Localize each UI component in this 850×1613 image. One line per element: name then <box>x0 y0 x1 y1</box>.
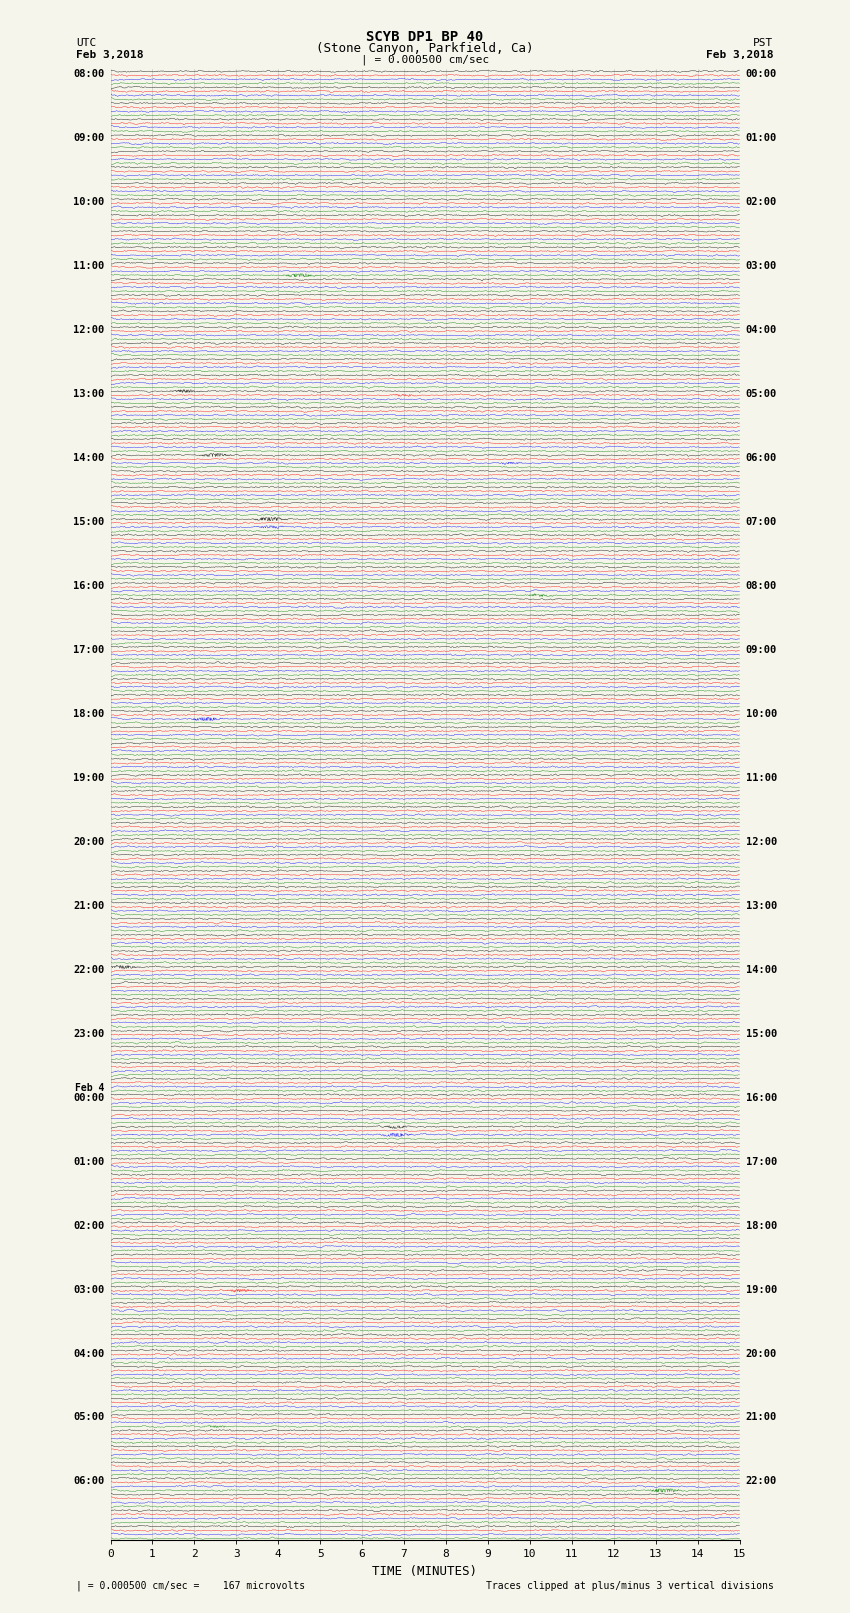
Text: 17:00: 17:00 <box>73 645 105 655</box>
Text: 11:00: 11:00 <box>745 773 777 782</box>
Text: 20:00: 20:00 <box>73 837 105 847</box>
Text: 14:00: 14:00 <box>73 453 105 463</box>
Text: 10:00: 10:00 <box>73 197 105 208</box>
Text: Traces clipped at plus/minus 3 vertical divisions: Traces clipped at plus/minus 3 vertical … <box>485 1581 774 1590</box>
Text: SCYB DP1 BP 40: SCYB DP1 BP 40 <box>366 29 484 44</box>
Text: 19:00: 19:00 <box>745 1284 777 1295</box>
Text: 00:00: 00:00 <box>745 69 777 79</box>
Text: 09:00: 09:00 <box>73 134 105 144</box>
Text: 18:00: 18:00 <box>73 710 105 719</box>
Text: 22:00: 22:00 <box>73 965 105 974</box>
Text: 07:00: 07:00 <box>745 518 777 527</box>
Text: Feb 3,2018: Feb 3,2018 <box>76 50 144 60</box>
Text: 16:00: 16:00 <box>745 1092 777 1103</box>
Text: 10:00: 10:00 <box>745 710 777 719</box>
Text: PST: PST <box>753 39 774 48</box>
Text: 09:00: 09:00 <box>745 645 777 655</box>
Text: 06:00: 06:00 <box>745 453 777 463</box>
Text: 03:00: 03:00 <box>745 261 777 271</box>
Text: 06:00: 06:00 <box>73 1476 105 1487</box>
Text: | = 0.000500 cm/sec =    167 microvolts: | = 0.000500 cm/sec = 167 microvolts <box>76 1581 306 1592</box>
Text: 05:00: 05:00 <box>745 389 777 398</box>
Text: Feb 3,2018: Feb 3,2018 <box>706 50 774 60</box>
Text: 00:00: 00:00 <box>73 1092 105 1103</box>
Text: 02:00: 02:00 <box>73 1221 105 1231</box>
Text: 04:00: 04:00 <box>745 326 777 336</box>
Text: 13:00: 13:00 <box>73 389 105 398</box>
Text: 20:00: 20:00 <box>745 1348 777 1358</box>
Text: 13:00: 13:00 <box>745 900 777 911</box>
Text: 21:00: 21:00 <box>745 1413 777 1423</box>
Text: 17:00: 17:00 <box>745 1157 777 1166</box>
Text: 12:00: 12:00 <box>745 837 777 847</box>
Text: 01:00: 01:00 <box>745 134 777 144</box>
Text: 12:00: 12:00 <box>73 326 105 336</box>
Text: 16:00: 16:00 <box>73 581 105 590</box>
Text: 14:00: 14:00 <box>745 965 777 974</box>
Text: 08:00: 08:00 <box>745 581 777 590</box>
Text: 01:00: 01:00 <box>73 1157 105 1166</box>
Text: (Stone Canyon, Parkfield, Ca): (Stone Canyon, Parkfield, Ca) <box>316 42 534 55</box>
Text: 08:00: 08:00 <box>73 69 105 79</box>
Text: | = 0.000500 cm/sec: | = 0.000500 cm/sec <box>361 53 489 65</box>
Text: UTC: UTC <box>76 39 97 48</box>
Text: 23:00: 23:00 <box>73 1029 105 1039</box>
Text: 02:00: 02:00 <box>745 197 777 208</box>
Text: 19:00: 19:00 <box>73 773 105 782</box>
Text: Feb 4: Feb 4 <box>75 1082 105 1092</box>
Text: 15:00: 15:00 <box>73 518 105 527</box>
X-axis label: TIME (MINUTES): TIME (MINUTES) <box>372 1565 478 1578</box>
Text: 18:00: 18:00 <box>745 1221 777 1231</box>
Text: 03:00: 03:00 <box>73 1284 105 1295</box>
Text: 21:00: 21:00 <box>73 900 105 911</box>
Text: 11:00: 11:00 <box>73 261 105 271</box>
Text: 04:00: 04:00 <box>73 1348 105 1358</box>
Text: 15:00: 15:00 <box>745 1029 777 1039</box>
Text: 05:00: 05:00 <box>73 1413 105 1423</box>
Text: 22:00: 22:00 <box>745 1476 777 1487</box>
